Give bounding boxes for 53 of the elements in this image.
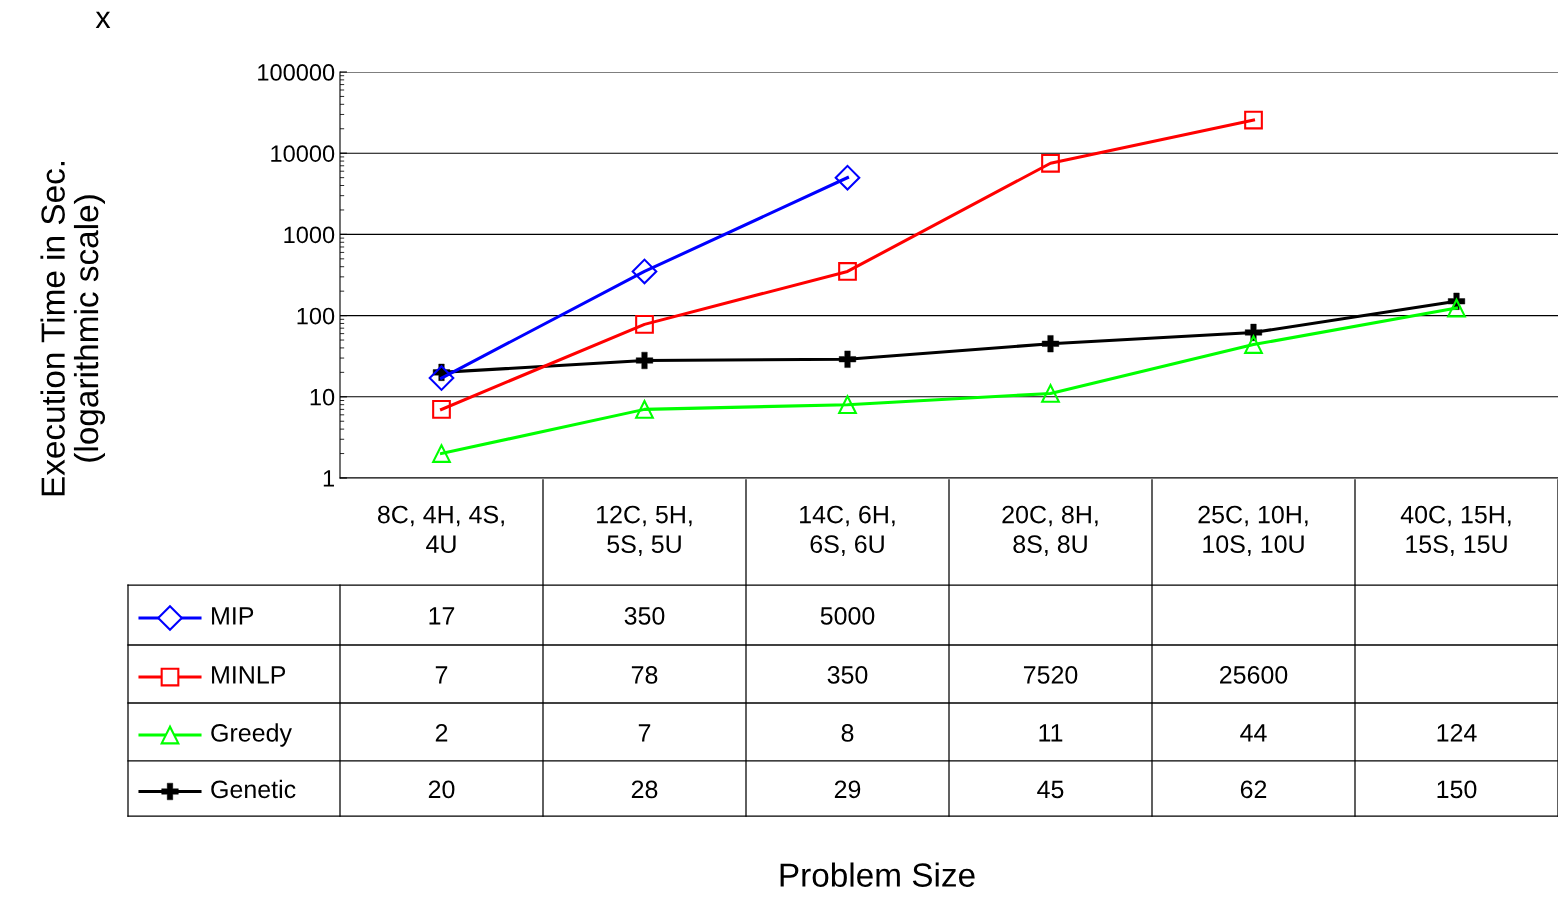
legend-label: MIP: [212, 607, 254, 625]
point: [1244, 335, 1263, 354]
data-label: 28: [631, 780, 658, 799]
data-label: 29: [834, 780, 861, 799]
point: [635, 314, 654, 334]
point: [428, 365, 455, 391]
data-label: 350: [827, 666, 868, 684]
point: [635, 400, 654, 419]
data-label: 5000: [820, 607, 875, 625]
data-label: 17: [429, 607, 455, 625]
x-tick-label: 20C, 8H, 8S, 8U: [1002, 505, 1098, 556]
y-tick-label: 100: [297, 307, 335, 325]
y-tick-label: 10: [310, 388, 335, 406]
x-tick-label: 14C, 6H, 6S, 6U: [800, 505, 895, 556]
y-tick-label: 1: [323, 470, 334, 487]
text: x: [95, 11, 111, 28]
y-tick-label: 10000: [271, 145, 335, 162]
data-label: 124: [1437, 724, 1477, 742]
data-label: 7: [435, 666, 448, 684]
x-tick-label: 40C, 15H, 15S, 15U: [1400, 505, 1511, 556]
point: [631, 258, 658, 285]
x-tick-label: 12C, 5H, 5S, 5U: [597, 505, 692, 556]
data-label: 7520: [1023, 666, 1078, 684]
point: [432, 444, 451, 463]
data-label: 62: [1240, 780, 1267, 799]
y-axis-title: Execution Time in Sec. (logarithmic scale): [40, 162, 105, 496]
data-label: 8: [841, 724, 854, 742]
data-label: 25600: [1220, 666, 1288, 684]
legend-label: Genetic: [211, 779, 296, 799]
data-label: 20: [428, 780, 455, 799]
data-label: 45: [1037, 780, 1064, 799]
point: [432, 400, 451, 419]
y-tick-label: 100000: [258, 64, 335, 81]
data-label: 11: [1039, 724, 1063, 742]
data-label: 150: [1437, 780, 1477, 799]
data-label: 350: [624, 607, 665, 625]
point: [1244, 110, 1263, 130]
point: [1447, 298, 1466, 318]
point: [834, 164, 861, 191]
data-label: 78: [631, 666, 658, 684]
data-label: 44: [1240, 724, 1267, 742]
data-label: 7: [638, 724, 651, 742]
point: [838, 395, 857, 415]
point: [1041, 384, 1060, 403]
x-tick-label: 25C, 10H, 10S, 10U: [1198, 505, 1308, 556]
legend-label: MINLP: [212, 666, 286, 684]
legend-label: Greedy: [211, 723, 292, 747]
point: [1041, 153, 1060, 173]
data-label: 2: [435, 724, 448, 742]
text: Problem Size: [780, 862, 975, 887]
y-tick-label: 1000: [284, 226, 335, 244]
x-tick-label: 8C, 4H, 4S, 4U: [377, 505, 504, 554]
point: [838, 262, 857, 281]
